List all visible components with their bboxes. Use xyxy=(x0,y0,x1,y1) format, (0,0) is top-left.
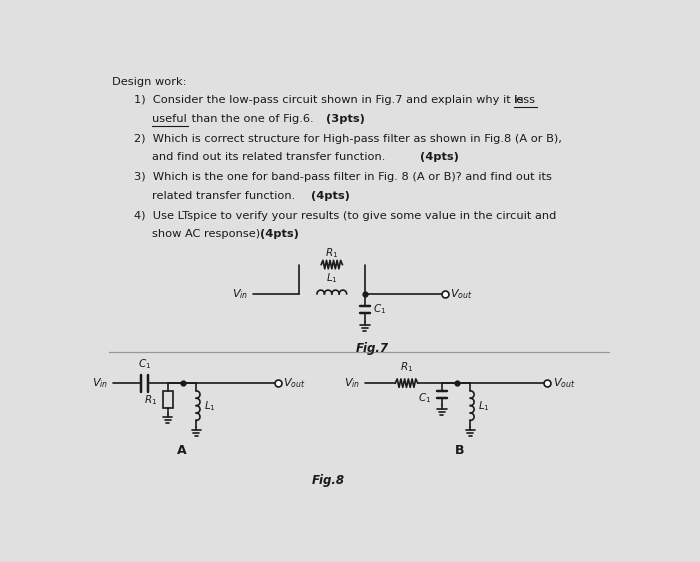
Text: 3)  Which is the one for band-pass filter in Fig. 8 (A or B)? and find out its: 3) Which is the one for band-pass filter… xyxy=(134,172,552,182)
Text: 1)  Consider the low-pass circuit shown in Fig.7 and explain why it is: 1) Consider the low-pass circuit shown i… xyxy=(134,95,527,105)
Text: show AC response): show AC response) xyxy=(153,229,264,239)
Text: $C_1$: $C_1$ xyxy=(138,357,151,371)
Text: $L_1$: $L_1$ xyxy=(204,398,216,413)
Text: (4pts): (4pts) xyxy=(420,152,459,162)
Text: related transfer function.: related transfer function. xyxy=(153,191,300,201)
Text: 2)  Which is correct structure for High-pass filter as shown in Fig.8 (A or B),: 2) Which is correct structure for High-p… xyxy=(134,134,562,144)
Text: $R_1$: $R_1$ xyxy=(400,360,413,374)
Text: (4pts): (4pts) xyxy=(260,229,299,239)
Text: $R_1$: $R_1$ xyxy=(144,393,157,407)
Text: Design work:: Design work: xyxy=(112,76,187,87)
Text: $R_1$: $R_1$ xyxy=(326,246,338,260)
Text: $C_1$: $C_1$ xyxy=(372,302,386,316)
Text: $V_{out}$: $V_{out}$ xyxy=(450,287,473,301)
Text: $V_{in}$: $V_{in}$ xyxy=(344,376,360,390)
Text: useful: useful xyxy=(153,114,187,124)
Text: $L_1$: $L_1$ xyxy=(326,271,337,285)
Bar xyxy=(163,391,173,408)
Text: (3pts): (3pts) xyxy=(326,114,365,124)
Text: $V_{out}$: $V_{out}$ xyxy=(553,376,575,390)
Text: B: B xyxy=(455,445,465,457)
Text: $C_1$: $C_1$ xyxy=(418,392,431,405)
Text: $V_{in}$: $V_{in}$ xyxy=(92,376,108,390)
Text: $V_{in}$: $V_{in}$ xyxy=(232,287,248,301)
Text: $L_1$: $L_1$ xyxy=(478,398,490,413)
Text: Fig.8: Fig.8 xyxy=(312,474,344,487)
Text: (4pts): (4pts) xyxy=(311,191,350,201)
Text: Fig.7: Fig.7 xyxy=(356,342,389,355)
Text: than the one of Fig.6.: than the one of Fig.6. xyxy=(188,114,317,124)
Text: $V_{out}$: $V_{out}$ xyxy=(284,376,306,390)
Text: 4)  Use LTspice to verify your results (to give some value in the circuit and: 4) Use LTspice to verify your results (t… xyxy=(134,211,556,221)
Text: less: less xyxy=(514,95,536,105)
Text: and find out its related transfer function.: and find out its related transfer functi… xyxy=(153,152,389,162)
Text: A: A xyxy=(177,445,187,457)
